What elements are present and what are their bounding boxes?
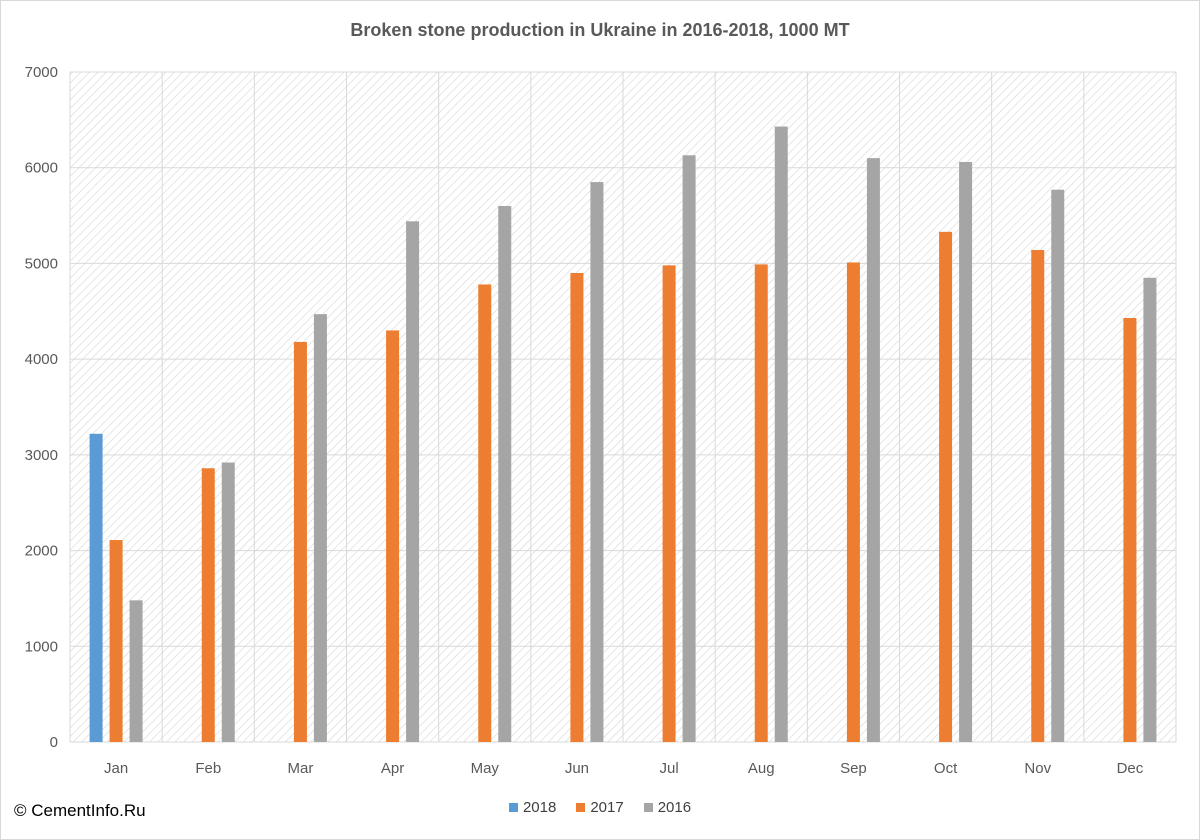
y-tick-label: 1000 [25, 638, 58, 655]
y-tick-label: 7000 [25, 64, 58, 81]
bar-2017-oct [939, 231, 953, 743]
bar-2017-jul [662, 265, 676, 742]
legend-label-2018: 2018 [522, 799, 557, 816]
bar-series [89, 126, 1157, 743]
copyright-watermark: © CementInfo.Ru [14, 801, 146, 820]
x-tick-label: Feb [195, 760, 221, 777]
y-tick-label: 0 [50, 734, 58, 751]
y-tick-label: 3000 [25, 447, 58, 464]
bar-2016-jul [682, 155, 696, 742]
x-tick-label: Jan [104, 760, 128, 777]
x-tick-label: May [471, 760, 500, 777]
x-tick-label: Jun [565, 760, 589, 777]
bar-2016-aug [774, 126, 788, 743]
x-tick-label: Aug [748, 760, 775, 777]
legend-label-2017: 2017 [590, 799, 624, 816]
x-tick-label: Oct [934, 760, 958, 777]
chart-title: Broken stone production in Ukraine in 20… [350, 20, 850, 40]
legend-item-2017: 2017 [576, 799, 624, 816]
legend-item-2018: 2018 [508, 799, 557, 816]
legend-swatch-2017 [576, 803, 586, 812]
y-tick-label: 5000 [25, 255, 58, 272]
y-tick-label: 4000 [25, 351, 58, 368]
bar-2017-sep [846, 262, 860, 742]
bar-2017-feb [201, 468, 215, 742]
legend-label-2016: 2016 [657, 799, 692, 816]
legend-item-2016: 2016 [643, 799, 692, 816]
bar-2016-mar [313, 314, 327, 742]
bar-2016-dec [1143, 277, 1157, 742]
x-tick-label: Mar [287, 760, 313, 777]
x-tick-label: Nov [1024, 760, 1051, 777]
bar-2017-jan [109, 540, 123, 742]
bar-2016-apr [406, 221, 420, 743]
bar-2017-mar [293, 341, 307, 742]
legend: 2018 2017 2016 [0, 799, 1200, 816]
x-tick-label: Sep [840, 760, 867, 777]
x-tick-label: Jul [659, 760, 678, 777]
legend-swatch-2018 [508, 803, 518, 812]
bar-2017-apr [386, 330, 400, 742]
x-axis-ticks: Jan Feb Mar Apr May Jun Jul Aug Sep Oct Nov Dec [104, 760, 1144, 777]
bar-2016-nov [1051, 189, 1065, 742]
bar-2016-sep [866, 158, 880, 743]
bar-2016-feb [221, 462, 235, 742]
legend-swatch-2016 [643, 803, 653, 812]
grid-lines [69, 71, 1177, 743]
bar-2016-oct [959, 161, 973, 742]
bar-2017-dec [1123, 317, 1137, 742]
bar-2016-may [498, 206, 512, 742]
bar-2018-jan [89, 433, 103, 742]
bar-2016-jan [129, 600, 143, 742]
bar-2017-nov [1031, 250, 1045, 742]
y-axis-ticks: 0 1000 2000 3000 4000 5000 6000 7000 [25, 64, 58, 751]
bar-2017-may [478, 284, 492, 742]
x-tick-label: Dec [1117, 760, 1144, 777]
y-tick-label: 6000 [25, 160, 58, 177]
x-tick-label: Apr [381, 760, 404, 777]
bar-2017-jun [570, 273, 584, 742]
bar-2016-jun [590, 182, 604, 743]
bar-2017-aug [754, 264, 768, 742]
y-tick-label: 2000 [25, 543, 58, 560]
